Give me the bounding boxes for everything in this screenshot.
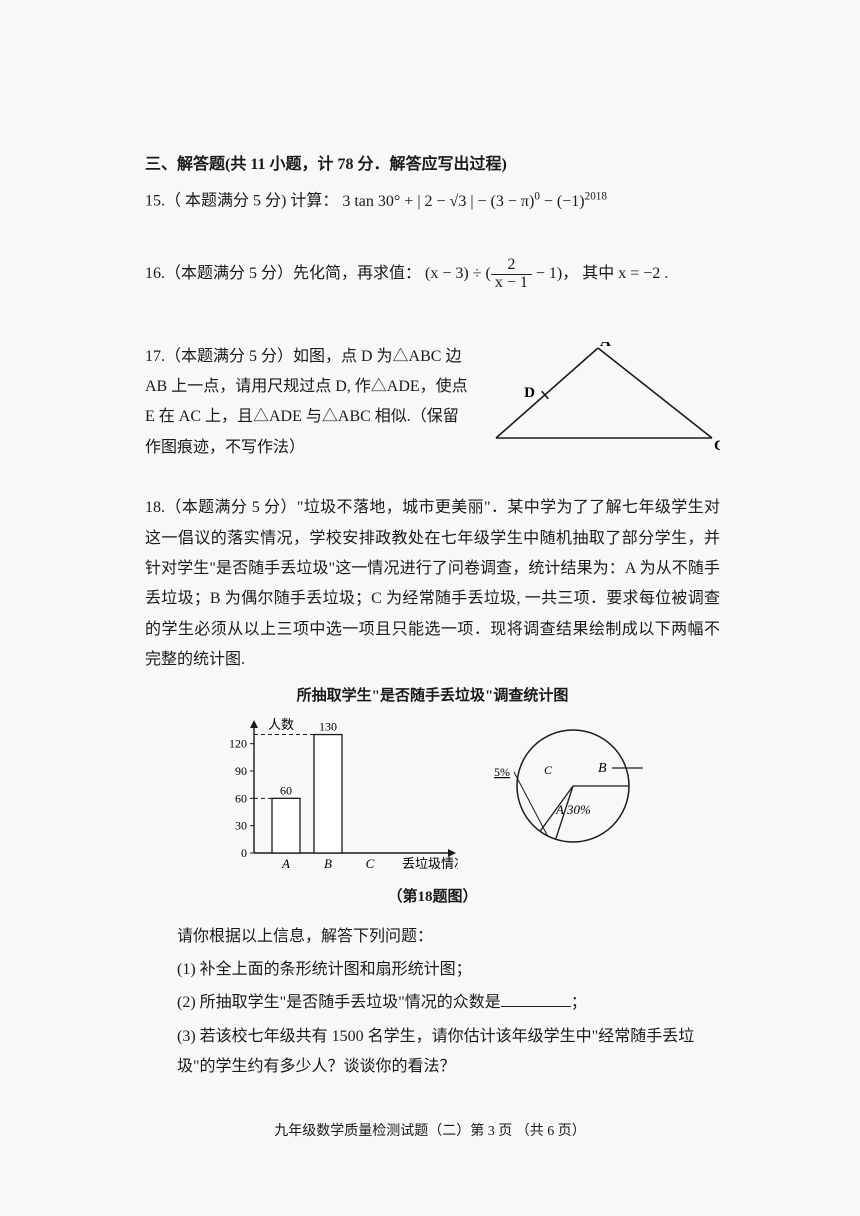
svg-text:C: C [544, 763, 553, 777]
svg-text:C: C [365, 856, 374, 871]
svg-text:D: D [524, 385, 535, 401]
blank-field[interactable] [501, 991, 571, 1007]
svg-text:90: 90 [235, 764, 247, 778]
q18-sub-questions: 请你根据以上信息，解答下列问题： (1) 补全上面的条形统计图和扇形统计图； (… [145, 922, 720, 1083]
q18-charts: 0 30 60 90 120 人数 60 A 130 B C 丢垃圾情况 A 30% B C 5% [145, 714, 720, 879]
svg-text:130: 130 [319, 720, 337, 734]
q16-tail: 其中 x = −2 . [582, 265, 668, 282]
bar-chart: 0 30 60 90 120 人数 60 A 130 B C 丢垃圾情况 [208, 714, 458, 879]
q18-sub2-tail: ； [571, 994, 587, 1011]
q18-sub-intro: 请你根据以上信息，解答下列问题： [177, 922, 720, 952]
q16-fraction: 2x − 1 [491, 257, 532, 292]
svg-text:120: 120 [229, 737, 247, 751]
section-title: 三、解答题(共 11 小题，计 78 分．解答应写出过程) [145, 150, 720, 180]
q18-sub2: (2) 所抽取学生"是否随手丢垃圾"情况的众数是 ； [177, 988, 720, 1018]
svg-text:B: B [324, 856, 332, 871]
q17-triangle-figure: ABCD [490, 342, 720, 452]
question-17: 17.（本题满分 5 分）如图，点 D 为△ABC 边 AB 上一点，请用尺规过… [145, 342, 720, 464]
svg-text:5%: 5% [494, 765, 510, 779]
svg-text:A 30%: A 30% [555, 802, 591, 817]
q18-sub1: (1) 补全上面的条形统计图和扇形统计图； [177, 955, 720, 985]
q18-sub2-text: (2) 所抽取学生"是否随手丢垃圾"情况的众数是 [177, 994, 501, 1011]
q18-sub3: (3) 若该校七年级共有 1500 名学生，请你估计该年级学生中"经常随手丢垃圾… [177, 1022, 720, 1083]
pie-chart: A 30% B C 5% [488, 714, 658, 864]
svg-text:人数: 人数 [268, 717, 294, 732]
fraction-numerator: 2 [491, 257, 532, 275]
svg-text:C: C [714, 438, 720, 452]
q15-prefix: 15.（ 本题满分 5 分) 计算： [145, 193, 338, 210]
svg-text:A: A [281, 856, 290, 871]
svg-text:60: 60 [235, 791, 247, 805]
q16-expr-after: − 1)， [532, 265, 578, 282]
svg-text:30: 30 [235, 819, 247, 833]
svg-text:0: 0 [241, 846, 247, 860]
q17-text: 17.（本题满分 5 分）如图，点 D 为△ABC 边 AB 上一点，请用尺规过… [145, 342, 472, 464]
svg-text:B: B [598, 761, 607, 776]
svg-text:丢垃圾情况: 丢垃圾情况 [402, 856, 458, 871]
svg-text:60: 60 [280, 783, 292, 797]
question-15: 15.（ 本题满分 5 分) 计算： 3 tan 30° + | 2 − √3 … [145, 186, 720, 217]
q16-expr-before: (x − 3) ÷ ( [425, 265, 491, 282]
q18-figure-label: （第18题图） [145, 883, 720, 912]
q16-prefix: 16.（本题满分 5 分）先化简，再求值： [145, 265, 421, 282]
question-16: 16.（本题满分 5 分）先化简，再求值： (x − 3) ÷ (2x − 1 … [145, 257, 720, 292]
svg-text:A: A [600, 342, 611, 350]
q18-chart-title: 所抽取学生"是否随手丢垃圾"调查统计图 [145, 682, 720, 711]
q18-text: 18.（本题满分 5 分）"垃圾不落地，城市更美丽"．某中学为了了解七年级学生对… [145, 493, 720, 675]
question-18: 18.（本题满分 5 分）"垃圾不落地，城市更美丽"．某中学为了了解七年级学生对… [145, 493, 720, 1082]
page-footer: 九年级数学质量检测试题（二）第 3 页 （共 6 页） [150, 1119, 710, 1146]
q15-expression: 3 tan 30° + | 2 − √3 | − (3 − π)0 − (−1)… [342, 193, 607, 210]
fraction-denominator: x − 1 [491, 275, 532, 292]
